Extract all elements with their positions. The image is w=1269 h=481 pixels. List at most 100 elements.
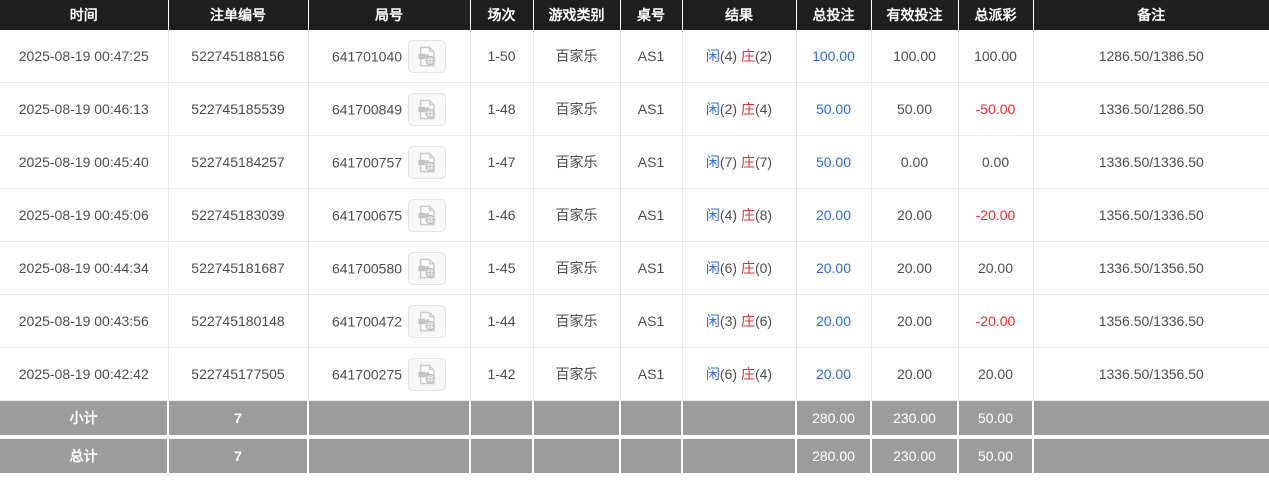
bet-id-cell: 522745183039 xyxy=(168,188,309,242)
table-row: 2025-08-19 00:45:40 522745184257 641700757… xyxy=(0,135,1269,189)
session-cell: 1-46 xyxy=(470,188,534,242)
total-bet-cell: 20.00 xyxy=(796,347,872,401)
table-header: 时间 注单编号 局号 场次 游戏类别 桌号 结果 总投注 有效投注 总派彩 备注 xyxy=(0,0,1269,30)
result-cell: 闲(4) 庄(2) xyxy=(682,30,797,83)
time-cell: 2025-08-19 00:43:56 xyxy=(0,294,169,348)
video-replay-button[interactable] xyxy=(408,251,447,285)
player-count: (3) xyxy=(719,313,738,329)
subtotal-total-bet: 280.00 xyxy=(796,400,872,439)
subtotal-empty-game xyxy=(533,400,621,439)
valid-bet-cell: 50.00 xyxy=(871,82,959,136)
session-cell: 1-44 xyxy=(470,294,534,348)
time-cell: 2025-08-19 00:44:34 xyxy=(0,241,169,295)
video-file-icon xyxy=(418,257,436,278)
video-file-icon xyxy=(418,363,436,384)
player-label: 闲 xyxy=(705,313,720,329)
payout-cell: -50.00 xyxy=(958,82,1034,136)
banker-count: (4) xyxy=(754,366,773,382)
remark-cell: 1356.50/1336.50 xyxy=(1033,188,1269,242)
player-label: 闲 xyxy=(705,101,720,117)
session-cell: 1-47 xyxy=(470,135,534,189)
payout-cell: 100.00 xyxy=(958,30,1034,83)
table-body: 2025-08-19 00:47:25 522745188156 641701040… xyxy=(0,30,1269,401)
video-replay-button[interactable] xyxy=(408,198,447,232)
result-cell: 闲(7) 庄(7) xyxy=(682,135,797,189)
session-cell: 1-42 xyxy=(470,347,534,401)
round-id: 641701040 xyxy=(331,48,403,64)
player-label: 闲 xyxy=(705,207,720,223)
video-file-icon xyxy=(418,151,436,172)
game-type-cell: 百家乐 xyxy=(533,30,621,83)
header-row: 时间 注单编号 局号 场次 游戏类别 桌号 结果 总投注 有效投注 总派彩 备注 xyxy=(0,0,1269,30)
table-no-cell: AS1 xyxy=(620,347,683,401)
total-empty-table xyxy=(620,437,683,473)
video-replay-button[interactable] xyxy=(408,92,447,126)
valid-bet-cell: 20.00 xyxy=(871,347,959,401)
bet-id-cell: 522745177505 xyxy=(168,347,309,401)
remark-cell: 1356.50/1336.50 xyxy=(1033,294,1269,348)
round-id: 641700757 xyxy=(331,154,403,170)
col-session: 场次 xyxy=(470,0,534,30)
video-file-icon xyxy=(418,204,436,225)
time-cell: 2025-08-19 00:42:42 xyxy=(0,347,169,401)
bet-id-cell: 522745181687 xyxy=(168,241,309,295)
total-empty-session xyxy=(470,437,534,473)
payout-cell: 20.00 xyxy=(958,241,1034,295)
table-footer: 小计 7 280.00 230.00 50.00 总计 7 2 xyxy=(0,400,1269,473)
player-count: (6) xyxy=(719,260,738,276)
total-bet-cell: 100.00 xyxy=(796,30,872,83)
banker-label: 庄 xyxy=(740,48,755,64)
banker-label: 庄 xyxy=(740,154,755,170)
valid-bet-cell: 0.00 xyxy=(871,135,959,189)
round-cell: 641700472 xyxy=(308,294,471,348)
total-empty-round xyxy=(308,437,471,473)
video-replay-button[interactable] xyxy=(408,145,447,179)
table-no-cell: AS1 xyxy=(620,241,683,295)
total-label: 总计 xyxy=(0,437,169,473)
table-row: 2025-08-19 00:46:13 522745185539 641700849… xyxy=(0,82,1269,136)
round-id: 641700275 xyxy=(331,366,403,382)
table-row: 2025-08-19 00:45:06 522745183039 641700675… xyxy=(0,188,1269,242)
round-id: 641700849 xyxy=(331,101,403,117)
subtotal-empty-result xyxy=(682,400,797,439)
banker-label: 庄 xyxy=(740,101,755,117)
video-replay-button[interactable] xyxy=(408,39,447,73)
round-id: 641700675 xyxy=(331,207,403,223)
col-game-type: 游戏类别 xyxy=(533,0,621,30)
banker-count: (8) xyxy=(754,207,773,223)
player-count: (4) xyxy=(719,48,738,64)
result-cell: 闲(4) 庄(8) xyxy=(682,188,797,242)
col-table-no: 桌号 xyxy=(620,0,683,30)
round-cell: 641700675 xyxy=(308,188,471,242)
col-bet-id: 注单编号 xyxy=(168,0,309,30)
total-bet-cell: 20.00 xyxy=(796,294,872,348)
game-type-cell: 百家乐 xyxy=(533,241,621,295)
banker-label: 庄 xyxy=(740,260,755,276)
remark-cell: 1336.50/1356.50 xyxy=(1033,241,1269,295)
table-no-cell: AS1 xyxy=(620,135,683,189)
total-empty-game xyxy=(533,437,621,473)
valid-bet-cell: 20.00 xyxy=(871,188,959,242)
valid-bet-cell: 20.00 xyxy=(871,294,959,348)
player-label: 闲 xyxy=(705,48,720,64)
col-result: 结果 xyxy=(682,0,797,30)
result-cell: 闲(3) 庄(6) xyxy=(682,294,797,348)
banker-count: (6) xyxy=(754,313,773,329)
table-row: 2025-08-19 00:42:42 522745177505 641700275… xyxy=(0,347,1269,401)
player-label: 闲 xyxy=(705,154,720,170)
remark-cell: 1336.50/1336.50 xyxy=(1033,135,1269,189)
banker-count: (0) xyxy=(754,260,773,276)
remark-cell: 1336.50/1286.50 xyxy=(1033,82,1269,136)
valid-bet-cell: 20.00 xyxy=(871,241,959,295)
total-bet-cell: 50.00 xyxy=(796,135,872,189)
time-cell: 2025-08-19 00:47:25 xyxy=(0,30,169,83)
total-empty-result xyxy=(682,437,797,473)
subtotal-payout: 50.00 xyxy=(958,400,1034,439)
video-replay-button[interactable] xyxy=(408,304,447,338)
subtotal-empty-table xyxy=(620,400,683,439)
video-replay-button[interactable] xyxy=(408,357,447,391)
col-remark: 备注 xyxy=(1033,0,1269,30)
payout-cell: 0.00 xyxy=(958,135,1034,189)
total-row: 总计 7 280.00 230.00 50.00 xyxy=(0,437,1269,473)
